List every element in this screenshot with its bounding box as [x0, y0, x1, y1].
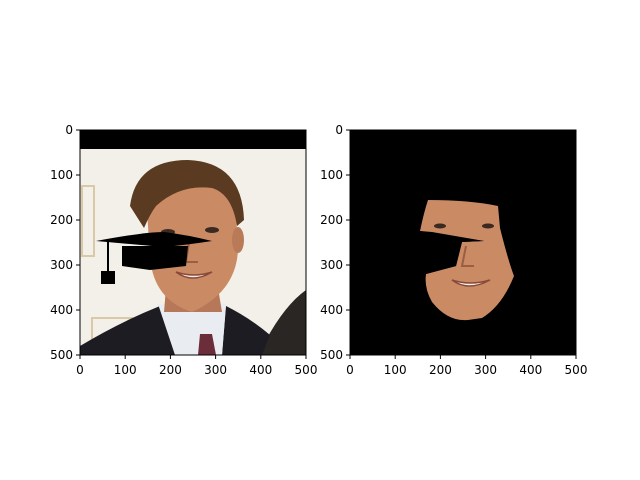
left-x-tick-label: 400 [249, 363, 272, 377]
right-panel: 0 0 100 100 200 200 300 300 400 400 500 500 [320, 123, 587, 377]
left-axes-frame [79, 129, 307, 356]
right-axes-frame [349, 129, 577, 356]
left-y-tick-label: 400 [50, 303, 73, 317]
graduation-cap-icon [96, 232, 212, 284]
left-x-tick-label: 300 [204, 363, 227, 377]
left-x-tick-label: 0 [76, 363, 84, 377]
right-y-tick-label: 400 [320, 303, 343, 317]
right-y-tick-label: 200 [320, 213, 343, 227]
left-image [80, 130, 306, 355]
right-x-tick-label: 500 [565, 363, 588, 377]
right-x-tick-label: 0 [346, 363, 354, 377]
right-x-tick-label: 400 [519, 363, 542, 377]
right-y-tick-label: 0 [335, 123, 343, 137]
right-y-tick-label: 500 [320, 348, 343, 362]
left-y-tick-label: 300 [50, 258, 73, 272]
left-x-tick-label: 200 [159, 363, 182, 377]
left-x-tick-label: 100 [114, 363, 137, 377]
left-y-tick-label: 100 [50, 168, 73, 182]
right-y-tick-label: 100 [320, 168, 343, 182]
left-ticks: 0 0 100 100 200 200 300 300 400 400 500 500 [50, 123, 317, 377]
left-x-tick-label: 500 [295, 363, 318, 377]
right-x-tick-label: 300 [474, 363, 497, 377]
right-ticks: 0 0 100 100 200 200 300 300 400 400 500 500 [320, 123, 587, 377]
left-panel: 0 0 100 100 200 200 300 300 400 400 500 500 [50, 123, 317, 377]
left-y-tick-label: 200 [50, 213, 73, 227]
right-image [350, 130, 576, 355]
left-y-tick-label: 0 [65, 123, 73, 137]
right-x-tick-label: 100 [384, 363, 407, 377]
right-x-tick-label: 200 [429, 363, 452, 377]
right-y-tick-label: 300 [320, 258, 343, 272]
left-y-tick-label: 500 [50, 348, 73, 362]
